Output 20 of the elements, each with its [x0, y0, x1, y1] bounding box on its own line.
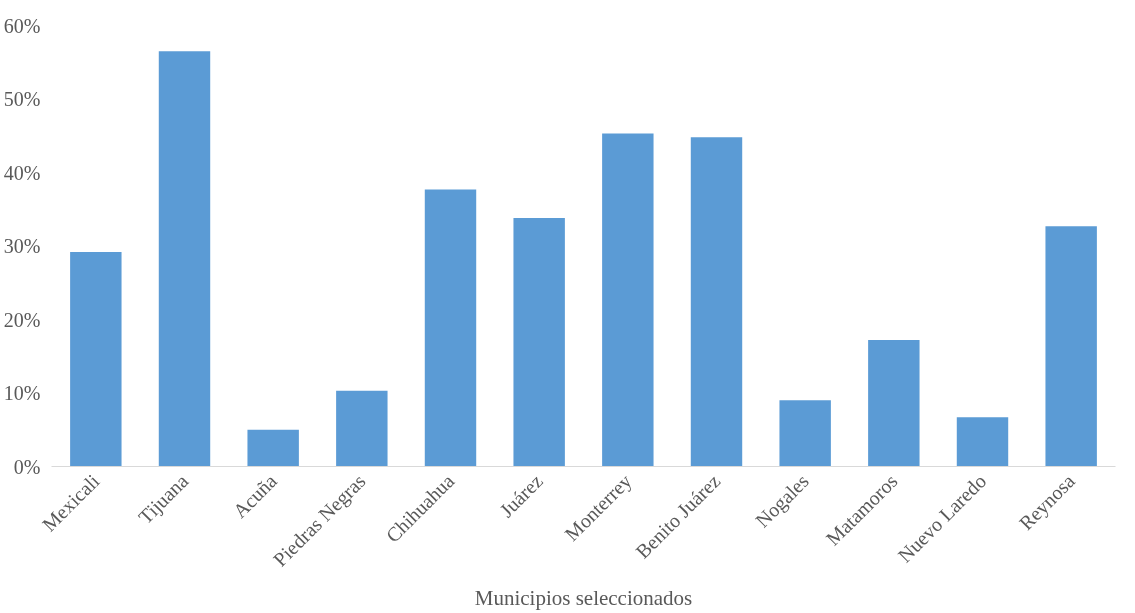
bar	[1045, 226, 1097, 467]
bar	[956, 417, 1009, 467]
bar	[70, 251, 122, 467]
bar	[779, 400, 831, 467]
y-tick-label: 60%	[3, 14, 41, 37]
bar	[158, 51, 211, 467]
bar	[868, 340, 920, 467]
bar	[602, 133, 654, 467]
bar	[690, 137, 743, 467]
y-tick-label: 30%	[3, 235, 41, 257]
y-tick-label: 50%	[3, 88, 41, 110]
y-tick-label: 40%	[3, 161, 41, 184]
y-tick-label: 10%	[3, 382, 41, 404]
y-tick-label: 0%	[13, 455, 41, 478]
x-axis-title: Municipios seleccionados	[474, 586, 693, 611]
bar	[424, 189, 477, 467]
bar	[247, 429, 299, 467]
bar	[336, 390, 388, 467]
y-tick-label: 20%	[3, 308, 41, 331]
bar	[513, 218, 565, 467]
